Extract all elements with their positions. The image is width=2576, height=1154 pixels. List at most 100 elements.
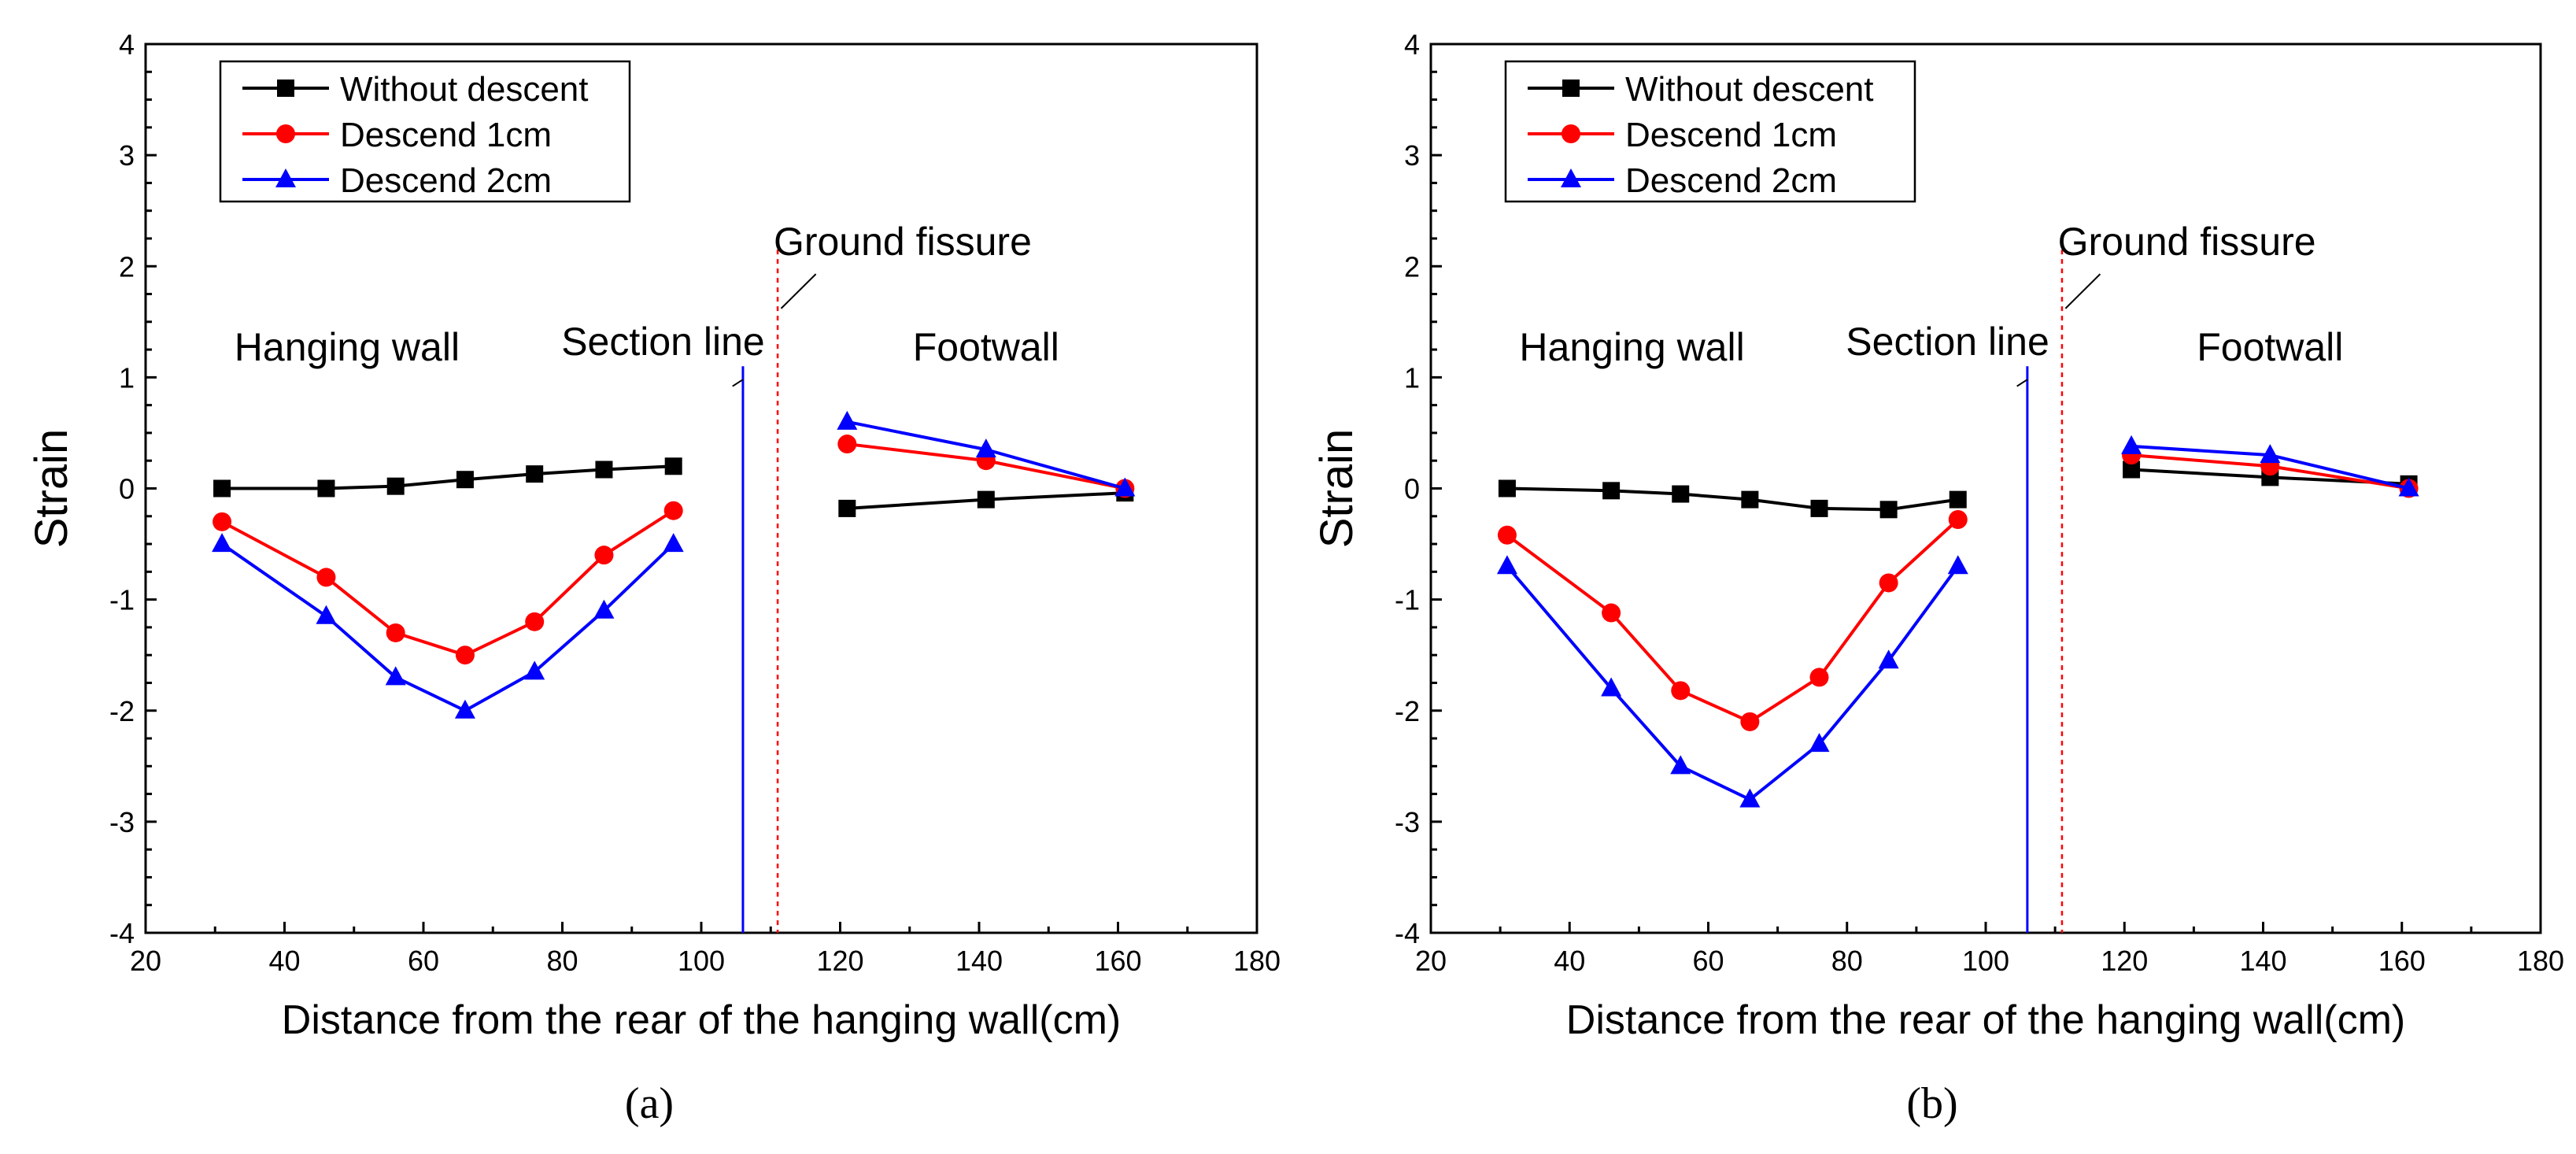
y-tick-label: 0 [119, 473, 135, 505]
panel-caption: (a) [625, 1079, 674, 1128]
y-axis-label: Strain [1311, 429, 1362, 549]
data-point [1602, 603, 1621, 623]
x-tick-label: 140 [2239, 945, 2286, 977]
data-point [1949, 490, 1967, 509]
legend: Without descent Descend 1cm Descend 2cm [1504, 60, 1916, 203]
y-tick-label: 2 [1404, 250, 1420, 283]
data-point [664, 457, 682, 475]
y-tick-label: 4 [119, 28, 135, 61]
series-line [1506, 564, 1960, 801]
y-tick-label: -3 [109, 806, 135, 838]
data-point [1672, 485, 1690, 503]
x-tick-label: 20 [130, 945, 161, 977]
x-tick-label: 140 [955, 945, 1003, 977]
x-tick-label: 60 [1692, 945, 1724, 977]
data-point [454, 699, 475, 719]
data-point [1739, 788, 1761, 808]
data-point [838, 499, 856, 517]
x-tick-label: 40 [1554, 945, 1585, 977]
legend-entry: Without descent [1625, 70, 1874, 109]
chart-panel-b: 20 40 60 80 100 120 140 160 180 -4 -3 -2 -1 0 1 2 3 4 Dist… [1311, 28, 2564, 1043]
y-tick-label: -3 [1395, 806, 1420, 838]
data-point [594, 546, 614, 565]
y-tick-label: -1 [109, 584, 135, 616]
series-without-descent [1498, 460, 2418, 519]
x-tick-label: 100 [1962, 945, 2009, 977]
data-point [317, 479, 335, 497]
x-tick-label: 120 [2101, 945, 2148, 977]
legend-entry: Descend 2cm [1625, 161, 1837, 200]
data-point [1496, 555, 1517, 575]
legend-marker [1562, 80, 1580, 97]
y-tick-label: -2 [1395, 695, 1420, 727]
x-tick-label: 160 [1094, 945, 1141, 977]
data-point [1809, 668, 1829, 687]
x-tick-label: 160 [2378, 945, 2426, 977]
y-tick-label: 3 [119, 139, 135, 172]
series-without-descent [213, 457, 1134, 517]
data-point [525, 612, 545, 631]
data-point [977, 490, 995, 509]
section-line-label: Section line [561, 320, 765, 364]
data-point [385, 666, 406, 686]
x-tick-label: 180 [2517, 945, 2564, 977]
ground-fissure-label: Ground fissure [774, 220, 1032, 264]
footwall-label: Footwall [2197, 325, 2343, 369]
data-point [1947, 555, 1968, 575]
data-point [1114, 477, 1136, 497]
data-point [1878, 649, 1899, 669]
data-point [1602, 482, 1621, 500]
x-tick-label: 40 [268, 945, 300, 977]
y-tick-label: -4 [109, 917, 135, 949]
x-tick-label: 100 [678, 945, 725, 977]
section-line-label: Section line [1846, 320, 2049, 364]
section-line-leader [2016, 379, 2028, 387]
x-tick-label: 80 [1831, 945, 1863, 977]
series-descend-2cm [1496, 435, 2419, 808]
y-tick-label: 4 [1404, 28, 1420, 61]
data-point [1879, 501, 1898, 519]
data-point [2260, 444, 2281, 464]
series-line [220, 542, 675, 713]
data-point [1810, 499, 1828, 517]
y-tick-label: 3 [1404, 139, 1420, 172]
data-point [663, 533, 684, 553]
x-axis-label: Distance from the rear of the hanging wa… [282, 997, 1121, 1043]
data-point [1497, 525, 1517, 545]
y-tick-label: 0 [1404, 473, 1420, 505]
x-tick-label: 60 [408, 945, 439, 977]
hanging-wall-label: Hanging wall [235, 325, 460, 369]
y-tick-label: -2 [109, 695, 135, 727]
data-point [386, 477, 405, 495]
legend-marker [277, 80, 294, 97]
x-tick-label: 180 [1233, 945, 1281, 977]
series-line [1506, 518, 1960, 724]
y-tick-label: 1 [119, 361, 135, 394]
legend-entry: Descend 2cm [340, 161, 552, 200]
y-tick-label: -4 [1395, 917, 1420, 949]
data-point [455, 645, 475, 665]
data-point [1809, 733, 1830, 753]
legend: Without descent Descend 1cm Descend 2cm [219, 60, 631, 203]
data-point [316, 605, 337, 624]
data-point [1671, 681, 1691, 701]
data-point [1498, 479, 1516, 497]
data-point [975, 438, 996, 458]
x-tick-label: 20 [1415, 945, 1447, 977]
data-point [524, 660, 545, 680]
data-point [1601, 677, 1622, 697]
ground-fissure-label: Ground fissure [2058, 220, 2316, 264]
footwall-label: Footwall [913, 325, 1059, 369]
data-point [2121, 435, 2142, 454]
y-tick-label: 2 [119, 250, 135, 283]
data-point [316, 568, 336, 587]
legend-entry: Descend 1cm [1625, 116, 1837, 154]
ground-fissure-leader [2064, 273, 2101, 309]
data-point [837, 410, 858, 430]
y-tick-label: -1 [1395, 584, 1420, 616]
data-point [1741, 490, 1759, 509]
data-point [593, 599, 615, 619]
data-point [1879, 573, 1898, 593]
series-line [221, 509, 674, 657]
